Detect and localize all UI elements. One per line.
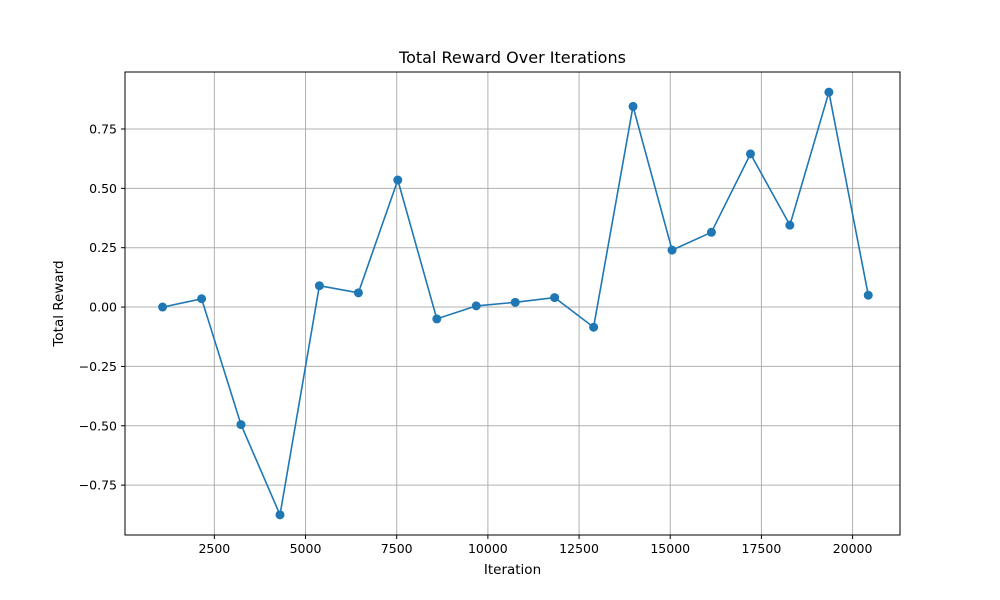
- x-tick-label: 17500: [742, 541, 782, 556]
- y-tick-label: 0.00: [89, 300, 117, 315]
- data-point: [863, 290, 873, 300]
- y-tick-label: 0.75: [89, 121, 117, 136]
- data-point: [824, 87, 834, 97]
- plot-frame: [124, 71, 901, 536]
- y-tick-label: −0.50: [79, 418, 117, 433]
- y-axis-label: Total Reward: [51, 260, 67, 347]
- data-point: [197, 294, 207, 304]
- data-point: [745, 149, 755, 159]
- grid-layer: [125, 72, 900, 535]
- data-point: [471, 301, 481, 311]
- data-point: [667, 245, 677, 255]
- chart-title: Total Reward Over Iterations: [398, 48, 626, 67]
- x-tick-label: 15000: [650, 541, 690, 556]
- y-tick-label: 0.25: [89, 240, 117, 255]
- y-tick-label: 0.50: [89, 181, 117, 196]
- data-point: [158, 302, 168, 312]
- data-point: [550, 293, 560, 303]
- x-tick-label: 2500: [198, 541, 230, 556]
- x-tick-label: 12500: [559, 541, 599, 556]
- y-tick-label: −0.75: [79, 478, 117, 493]
- y-tick-label: −0.25: [79, 359, 117, 374]
- data-point: [628, 101, 638, 111]
- data-point: [236, 420, 246, 430]
- data-point: [589, 322, 599, 332]
- data-point: [275, 510, 285, 520]
- data-point: [353, 288, 363, 298]
- data-point: [314, 281, 324, 291]
- data-point: [393, 175, 403, 185]
- series-layer: [158, 87, 873, 520]
- x-tick-label: 10000: [468, 541, 508, 556]
- data-point: [785, 220, 795, 230]
- x-tick-label: 20000: [833, 541, 873, 556]
- x-tick-label: 5000: [290, 541, 322, 556]
- data-point: [432, 314, 442, 324]
- data-point: [706, 227, 716, 237]
- x-axis-label: Iteration: [484, 562, 541, 578]
- tick-layer: 2500 5000 7500 10000 12500 15000 17500 20000 −0.…: [79, 121, 873, 556]
- x-tick-label: 7500: [381, 541, 413, 556]
- data-point: [510, 297, 520, 307]
